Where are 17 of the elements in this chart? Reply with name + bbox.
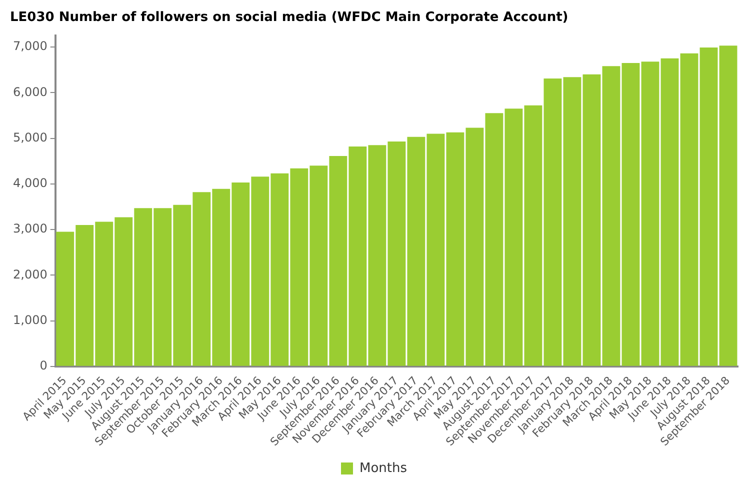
y-tick-label: 0: [40, 358, 48, 373]
bar: [660, 58, 679, 366]
chart-title: LE030 Number of followers on social media (WFDC Main Corporate Account): [10, 10, 568, 26]
y-tick-label: 5,000: [12, 130, 48, 144]
y-tick-label: 1,000: [12, 312, 48, 327]
legend-label: Months: [359, 460, 408, 476]
bar: [641, 62, 660, 366]
bar: [719, 46, 738, 366]
y-tick-label: 7,000: [12, 39, 48, 54]
y-tick-label: 6,000: [12, 84, 48, 99]
bar: [622, 62, 640, 366]
y-tick-label: 2,000: [12, 267, 48, 282]
bar: [680, 53, 698, 366]
bar: [700, 47, 718, 366]
y-tick-label: 3,000: [12, 222, 48, 236]
bar: [602, 66, 620, 366]
y-tick-label: 4,000: [12, 176, 48, 190]
